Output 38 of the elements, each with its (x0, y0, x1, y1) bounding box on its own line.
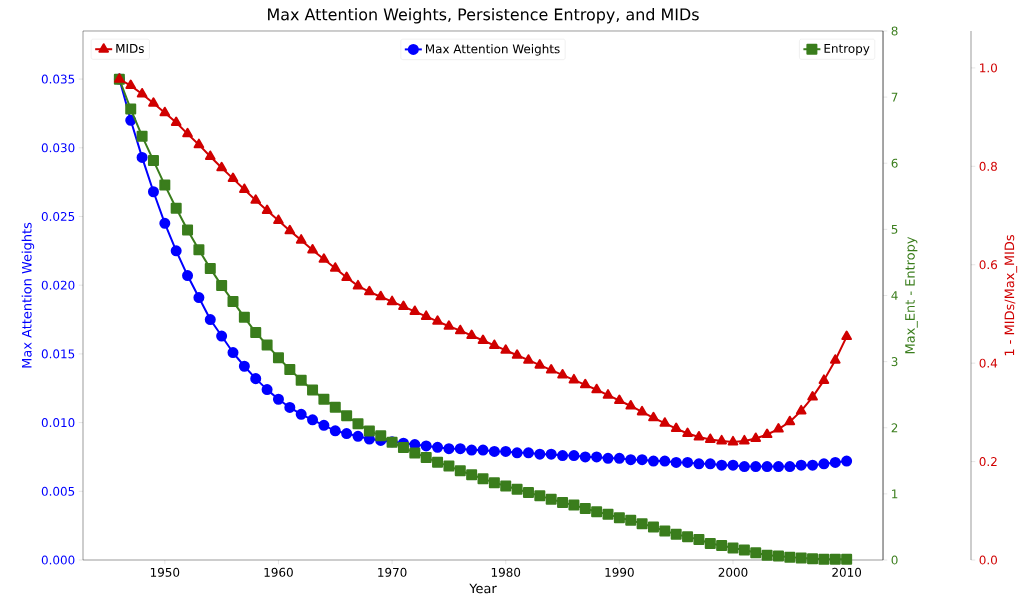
x-tick-label: 2000 (718, 567, 748, 577)
y3-tick-label: 0.8 (979, 161, 997, 171)
y-tick-label: 0.025 (41, 211, 75, 222)
x-tick-label: 1970 (378, 567, 407, 577)
y-tick-label: 0.030 (41, 143, 75, 153)
y3-tick-label: 1.0 (980, 63, 997, 73)
y2-tick-label: 5 (891, 224, 898, 234)
y-axis-title: Max Attention Weights (21, 222, 35, 368)
y2-tick-label: 6 (891, 158, 898, 168)
y-tick-label: 0.020 (41, 280, 75, 290)
y3-tick-label: 0.6 (979, 260, 998, 270)
y-tick-label: 0.035 (41, 74, 75, 84)
y3-axis-title: 1 - MIDs/Max_MIDs (1004, 235, 1018, 356)
y2-tick-label: 2 (891, 423, 898, 433)
chart-title: Max Attention Weights, Persistence Entropy, and MIDs (268, 8, 699, 24)
legend-label: MIDs (116, 44, 144, 53)
y-tick-label: 0.015 (41, 349, 75, 359)
y2-tick-label: 8 (891, 26, 898, 36)
x-tick-label: 1980 (491, 567, 521, 577)
x-tick-label: 1950 (150, 567, 180, 577)
legend-label: Entropy (824, 44, 870, 56)
x-tick-label: 2010 (832, 567, 862, 577)
y2-tick-label: 3 (891, 357, 898, 367)
legend-label: Max Attention Weights (426, 44, 560, 56)
y-tick-label: 0.010 (41, 418, 75, 428)
y3-tick-label: 0.4 (979, 358, 998, 368)
y2-tick-label: 4 (891, 291, 898, 300)
y2-tick-label: 7 (891, 92, 898, 102)
x-tick-label: 1960 (264, 567, 293, 577)
y3-tick-label: 0.2 (979, 457, 997, 467)
y-tick-label: 0.005 (41, 486, 75, 496)
x-axis-title: Year (469, 583, 497, 594)
y2-axis-title: Max_Ent - Entropy (905, 236, 918, 354)
y-tick-label: 0.000 (41, 555, 75, 565)
y3-tick-label: 0.0 (979, 555, 997, 565)
y2-tick-label: 0 (891, 555, 898, 565)
x-tick-label: 1990 (605, 567, 634, 577)
y2-tick-label: 1 (892, 489, 898, 499)
